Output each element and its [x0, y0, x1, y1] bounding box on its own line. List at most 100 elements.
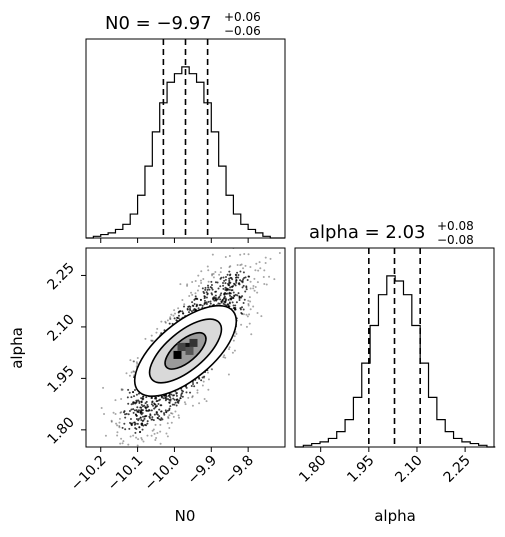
scatter-point: [185, 391, 188, 394]
scatter-point: [129, 435, 132, 438]
scatter-point: [182, 312, 185, 315]
scatter-point: [209, 302, 212, 305]
scatter-point: [242, 313, 245, 316]
scatter-point: [129, 359, 132, 362]
scatter-point: [114, 413, 117, 416]
scatter-point: [214, 294, 217, 297]
scatter-point: [121, 458, 123, 460]
scatter-point: [170, 393, 173, 396]
scatter-point: [150, 339, 153, 342]
scatter-point: [232, 304, 235, 307]
scatter-point: [263, 282, 266, 285]
scatter-point: [240, 263, 243, 266]
scatter-point: [222, 297, 225, 300]
scatter-point: [196, 391, 199, 394]
scatter-point: [131, 422, 134, 425]
scatter-point: [228, 301, 231, 304]
scatter-point: [220, 266, 223, 269]
scatter-point: [196, 389, 199, 392]
scatter-point: [227, 373, 230, 376]
scatter-point: [203, 303, 206, 306]
scatter-point: [119, 442, 122, 445]
scatter-point: [163, 412, 166, 415]
scatter-point: [155, 411, 158, 414]
scatter-point: [259, 267, 262, 270]
scatter-point: [205, 291, 208, 294]
scatter-point: [238, 299, 241, 302]
scatter-point: [220, 300, 223, 303]
scatter-point: [128, 391, 131, 394]
scatter-point: [214, 290, 217, 293]
scatter-point: [156, 327, 159, 330]
scatter-point: [165, 432, 168, 435]
scatter-point: [130, 408, 133, 411]
scatter-point: [120, 437, 123, 440]
scatter-point: [229, 273, 232, 276]
scatter-point: [160, 404, 163, 407]
scatter-point: [119, 411, 122, 414]
n0-histogram: [86, 39, 285, 243]
scatter-point: [175, 404, 178, 407]
scatter-point: [140, 397, 143, 400]
scatter-point: [208, 288, 211, 291]
scatter-point: [244, 276, 247, 279]
scatter-point: [187, 305, 190, 308]
scatter-point: [123, 452, 125, 454]
scatter-point: [229, 286, 232, 289]
scatter-point: [113, 449, 115, 451]
scatter-point: [132, 370, 135, 373]
scatter-point: [264, 256, 267, 259]
scatter-point: [133, 388, 136, 391]
scatter-point: [121, 388, 124, 391]
scatter-point: [242, 278, 245, 281]
scatter-point: [164, 320, 167, 323]
scatter-point: [146, 434, 149, 437]
scatter-point: [201, 384, 204, 387]
scatter-point: [200, 379, 203, 382]
scatter-point: [233, 294, 236, 297]
scatter-point: [153, 413, 156, 416]
scatter-point: [184, 403, 187, 406]
scatter-point: [172, 314, 175, 317]
scatter-point: [224, 301, 227, 304]
scatter-point: [168, 414, 171, 417]
scatter-point: [213, 299, 216, 302]
scatter-point: [150, 409, 153, 412]
scatter-point: [177, 317, 180, 320]
scatter-point: [126, 396, 129, 399]
scatter-point: [169, 396, 172, 399]
scatter-point: [177, 307, 180, 310]
n0-x-tick-label: −9.8: [222, 453, 257, 488]
scatter-point: [212, 297, 215, 300]
density-core-cell: [189, 338, 198, 347]
scatter-point: [160, 417, 163, 420]
scatter-point: [269, 257, 272, 260]
scatter-point: [127, 402, 130, 405]
scatter-point: [134, 402, 137, 405]
scatter-point: [181, 392, 184, 395]
scatter-point: [140, 403, 143, 406]
scatter-point: [211, 274, 214, 277]
scatter-point: [194, 280, 197, 283]
density-core-cell: [185, 346, 194, 355]
scatter-point: [124, 413, 127, 416]
scatter-point: [202, 290, 205, 293]
scatter-point: [102, 386, 105, 389]
scatter-point: [254, 285, 257, 288]
scatter-point: [191, 301, 194, 304]
scatter-point: [234, 308, 237, 311]
scatter-point: [247, 303, 250, 306]
scatter-point: [172, 397, 175, 400]
scatter-point: [192, 309, 195, 312]
scatter-point: [186, 307, 189, 310]
scatter-point: [218, 295, 221, 298]
scatter-point: [228, 348, 231, 351]
scatter-point: [256, 311, 259, 314]
scatter-point: [140, 413, 143, 416]
scatter-point: [231, 351, 234, 354]
scatter-point: [135, 361, 138, 364]
scatter-point: [150, 418, 153, 421]
scatter-point: [228, 281, 231, 284]
scatter-point: [210, 283, 213, 286]
scatter-point: [128, 427, 131, 430]
